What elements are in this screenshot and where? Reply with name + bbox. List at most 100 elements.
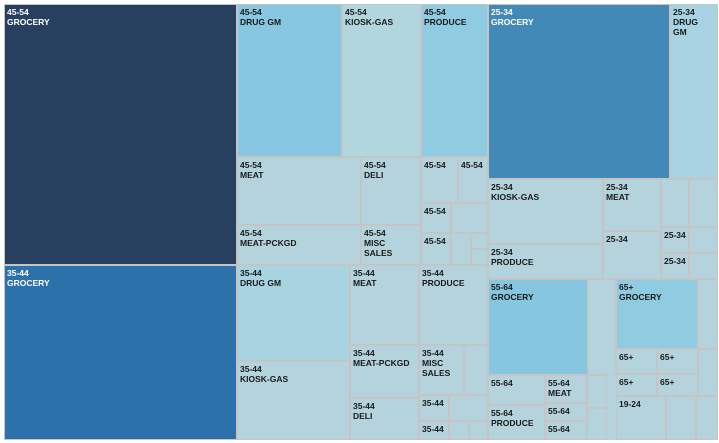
treemap-tile: 35-44 MEAT [350,265,419,345]
tile-label: 45-54 GROCERY [7,7,50,27]
treemap-tile: 35-44 KIOSK-GAS [237,361,350,440]
treemap-tile: 55-64 [488,375,545,405]
tile-label: 55-64 PRODUCE [491,408,534,428]
treemap-tile [696,396,718,440]
tile-label: 35-44 DRUG GM [240,268,282,288]
tile-label: 45-54 MEAT-PCKGD [240,228,297,248]
tile-label: 55-64 GROCERY [491,282,534,302]
tile-label: 25-34 GROCERY [491,7,534,27]
tile-label: 55-64 [548,424,570,434]
treemap-tile [588,279,616,375]
tile-label: 65+ GROCERY [619,282,662,302]
treemap-tile: 45-54 GROCERY [4,4,237,265]
treemap-tile [449,395,488,421]
tile-label: 45-54 [424,206,446,216]
treemap-tile: 65+ GROCERY [616,279,698,349]
treemap-tile [471,233,488,249]
tile-label: 25-34 MEAT [606,182,630,202]
tile-label: 45-54 MEAT [240,160,264,180]
treemap-tile: 55-64 PRODUCE [488,405,545,440]
treemap-tile: 45-54 MEAT-PCKGD [237,225,361,265]
treemap-tile: 35-44 GROCERY [4,265,237,440]
tile-label: 45-54 DELI [364,160,386,180]
treemap-tile: 45-54 PRODUCE [421,4,488,157]
treemap-tile: 45-54 DRUG GM [237,4,342,157]
tile-label: 25-34 [664,230,686,240]
treemap-tile: 35-44 [419,421,449,440]
tile-label: 25-34 DRUG GM [673,7,699,37]
treemap-tile: 25-34 MEAT [603,179,661,231]
tile-label: 19-24 [619,399,641,409]
tile-label: 45-54 [461,160,483,170]
treemap-tile: 19-24 [616,396,666,440]
treemap-tile: 25-34 GROCERY [488,4,670,179]
tile-label: 25-34 [606,234,628,244]
treemap-tile [689,179,718,227]
tile-label: 25-34 [664,256,686,266]
treemap-tile: 35-44 DELI [350,398,419,440]
treemap-tile [666,396,696,440]
tile-label: 25-34 PRODUCE [491,247,534,267]
treemap-tile: 55-64 [545,421,587,440]
tile-label: 65+ [619,377,634,387]
treemap-tile: 35-44 [419,395,449,421]
tile-label: 55-64 [491,378,513,388]
treemap-tile [451,233,471,265]
tile-label: 35-44 MEAT [353,268,377,288]
treemap-tile: 25-34 KIOSK-GAS [488,179,603,244]
treemap-tile: 45-54 MISC SALES [361,225,421,265]
tile-label: 35-44 PRODUCE [422,268,465,288]
treemap-tile [464,345,488,395]
tile-label: 35-44 MEAT-PCKGD [353,348,410,368]
tile-label: 45-54 DRUG GM [240,7,282,27]
treemap-tile [587,375,607,408]
tile-label: 45-54 KIOSK-GAS [345,7,394,27]
tile-label: 55-64 [548,406,570,416]
treemap-tile: 25-34 PRODUCE [488,244,603,279]
tile-label: 65+ [619,352,634,362]
treemap-tile: 65+ [657,349,698,374]
tile-label: 45-54 [424,160,446,170]
treemap-tile [689,227,718,253]
tile-label: 45-54 MISC SALES [364,228,393,258]
treemap-tile: 45-54 KIOSK-GAS [342,4,421,157]
treemap-tile: 35-44 DRUG GM [237,265,350,361]
treemap-tile: 55-64 GROCERY [488,279,588,375]
treemap-tile [471,249,488,265]
tile-label: 65+ [660,352,675,362]
treemap-tile [689,253,718,279]
treemap-tile [661,179,689,227]
tile-label: 55-64 MEAT [548,378,572,398]
tile-label: 45-54 PRODUCE [424,7,467,27]
treemap-tile: 45-54 [458,157,488,203]
treemap-tile [449,421,469,440]
treemap-tile: 25-34 [661,253,689,279]
tile-label: 45-54 [424,236,446,246]
treemap-tile: 65+ [616,349,657,374]
treemap-tile [587,408,607,440]
treemap-tile: 35-44 MEAT-PCKGD [350,345,419,398]
treemap-tile: 35-44 MISC SALES [419,345,464,395]
treemap-tile: 65+ [657,374,698,396]
treemap-tile: 45-54 [421,233,451,265]
tile-label: 35-44 KIOSK-GAS [240,364,289,384]
treemap-tile: 65+ [616,374,657,396]
tile-label: 35-44 DELI [353,401,375,421]
treemap-tile: 45-54 MEAT [237,157,361,225]
tile-label: 25-34 KIOSK-GAS [491,182,540,202]
tile-label: 65+ [660,377,675,387]
tile-label: 35-44 MISC SALES [422,348,451,378]
treemap-tile: 45-54 [421,203,451,233]
treemap-tile [698,279,718,349]
treemap-tile: 25-34 [603,231,661,279]
treemap-tile: 55-64 MEAT [545,375,587,403]
tile-label: 35-44 GROCERY [7,268,50,288]
treemap-chart: 45-54 GROCERY 35-44 GROCERY 45-54 DRUG GM 4… [4,4,718,440]
treemap-tile: 55-64 [545,403,587,421]
treemap-tile: 45-54 [421,157,458,203]
treemap-tile: 25-34 [661,227,689,253]
treemap-tile [698,349,718,396]
treemap-tile [451,203,488,233]
treemap-tile: 25-34 DRUG GM [670,4,718,179]
tile-label: 35-44 [422,398,444,408]
